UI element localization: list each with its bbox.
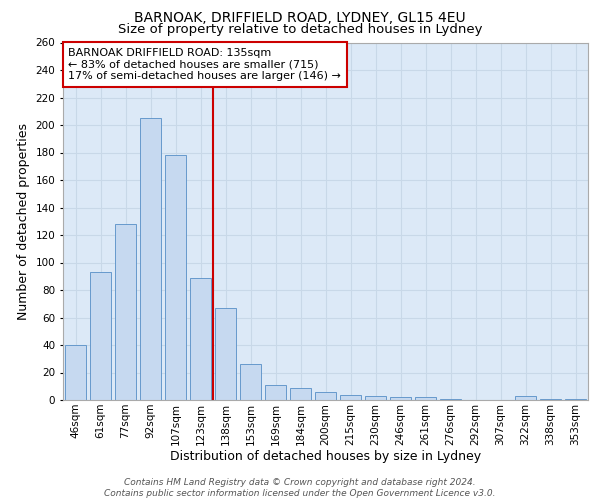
Text: Contains HM Land Registry data © Crown copyright and database right 2024.
Contai: Contains HM Land Registry data © Crown c… (104, 478, 496, 498)
Bar (340, 394, 361, 400)
Bar (90, 272, 111, 400)
Bar (140, 118, 161, 400)
Bar (165, 155, 186, 400)
X-axis label: Distribution of detached houses by size in Lydney: Distribution of detached houses by size … (170, 450, 481, 464)
Bar (515, 396, 536, 400)
Bar (65, 345, 86, 400)
Bar (315, 392, 336, 400)
Bar (540, 398, 561, 400)
Bar (390, 397, 411, 400)
Y-axis label: Number of detached properties: Number of detached properties (17, 122, 30, 320)
Bar (190, 278, 211, 400)
Bar (290, 388, 311, 400)
Bar (365, 396, 386, 400)
Bar (565, 398, 586, 400)
Text: BARNOAK, DRIFFIELD ROAD, LYDNEY, GL15 4EU: BARNOAK, DRIFFIELD ROAD, LYDNEY, GL15 4E… (134, 11, 466, 25)
Bar (415, 397, 436, 400)
Text: BARNOAK DRIFFIELD ROAD: 135sqm
← 83% of detached houses are smaller (715)
17% of: BARNOAK DRIFFIELD ROAD: 135sqm ← 83% of … (68, 48, 341, 81)
Bar (440, 398, 461, 400)
Bar (265, 385, 286, 400)
Bar (215, 308, 236, 400)
Bar (240, 364, 261, 400)
Bar (115, 224, 136, 400)
Text: Size of property relative to detached houses in Lydney: Size of property relative to detached ho… (118, 22, 482, 36)
